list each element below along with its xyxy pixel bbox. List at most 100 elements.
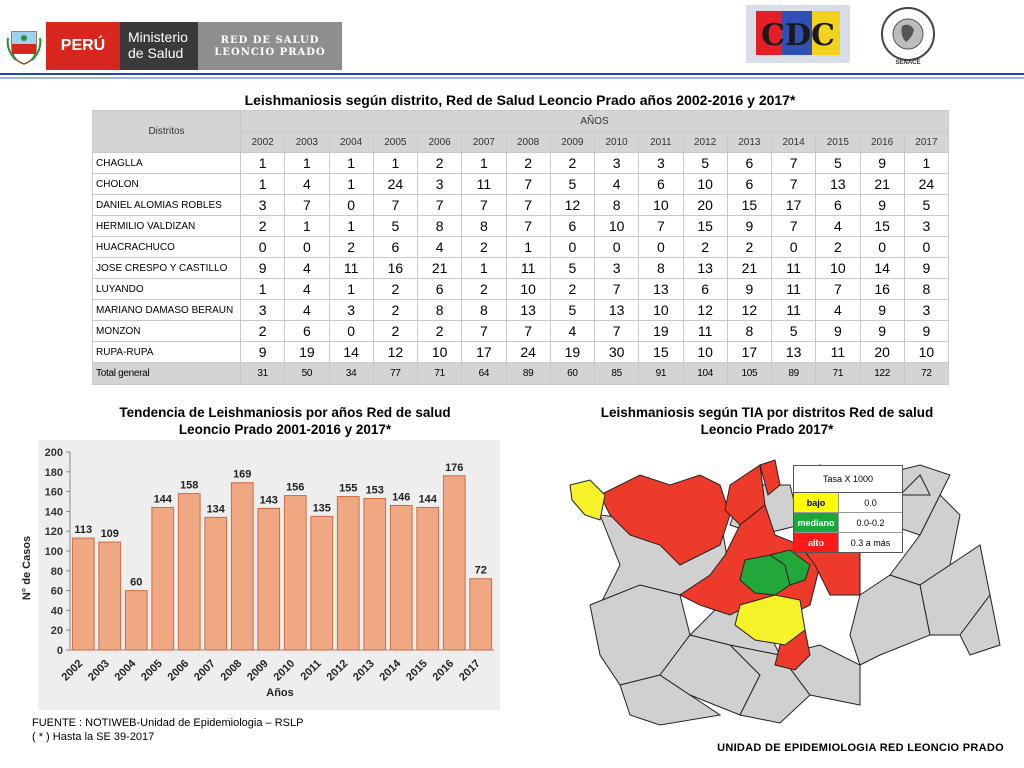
case-count-cell: 11 — [505, 257, 551, 279]
case-count-cell: 8 — [593, 194, 640, 216]
total-cell: 60 — [549, 362, 596, 385]
case-count-cell: 21 — [416, 257, 463, 279]
case-count-cell: 2 — [461, 236, 507, 258]
case-count-cell: 11 — [770, 278, 817, 300]
case-count-cell: 15 — [859, 215, 905, 237]
source-note: FUENTE : NOTIWEB-Unidad de Epidemiologia… — [32, 717, 304, 743]
year-header: 2008 — [505, 131, 551, 153]
case-count-cell: 0 — [770, 236, 817, 258]
case-count-cell: 2 — [726, 236, 773, 258]
total-cell: 89 — [505, 362, 551, 385]
case-count-cell: 30 — [593, 341, 640, 363]
case-count-cell: 24 — [372, 173, 419, 195]
y-tick-label: 160 — [45, 487, 63, 499]
data-label: 134 — [207, 503, 226, 515]
table-row: CHAGLLA 1 1 1 1 2 1 2 2 3 3 5 6 7 5 9 1 — [92, 152, 950, 174]
district-name: CHAGLLA — [92, 152, 241, 174]
case-count-cell: 5 — [549, 299, 596, 321]
case-count-cell: 10 — [416, 341, 463, 363]
total-label: Total general — [92, 362, 241, 385]
year-header: 2002 — [239, 131, 286, 153]
case-count-cell: 24 — [903, 173, 950, 195]
case-count-cell: 11 — [682, 320, 728, 342]
case-count-cell: 16 — [372, 257, 419, 279]
case-count-cell: 2 — [815, 236, 861, 258]
case-count-cell: 8 — [638, 257, 684, 279]
case-count-cell: 4 — [815, 299, 861, 321]
total-cell: 85 — [593, 362, 640, 385]
data-label: 144 — [154, 493, 173, 505]
header-years: AÑOS — [239, 110, 950, 132]
case-count-cell: 4 — [416, 236, 463, 258]
case-count-cell: 10 — [638, 299, 684, 321]
year-header: 2003 — [284, 131, 330, 153]
case-count-cell: 20 — [859, 341, 905, 363]
case-count-cell: 9 — [859, 320, 905, 342]
case-count-cell: 3 — [903, 299, 950, 321]
case-count-cell: 7 — [770, 173, 817, 195]
district-name: CHOLON — [92, 173, 241, 195]
case-count-cell: 9 — [859, 299, 905, 321]
case-count-cell: 3 — [903, 215, 950, 237]
case-count-cell: 17 — [770, 194, 817, 216]
year-header: 2017 — [903, 131, 950, 153]
y-tick-label: 180 — [45, 467, 63, 479]
case-count-cell: 15 — [726, 194, 773, 216]
case-count-cell: 5 — [372, 215, 419, 237]
bar — [177, 493, 201, 651]
legend-range: 0.3 a más — [850, 537, 891, 548]
case-count-cell: 5 — [815, 152, 861, 174]
data-label: 60 — [130, 577, 142, 589]
year-header: 2010 — [593, 131, 640, 153]
case-count-cell: 10 — [682, 173, 728, 195]
case-count-cell: 1 — [328, 215, 374, 237]
total-cell: 122 — [859, 362, 905, 385]
data-label: 146 — [392, 491, 410, 503]
case-count-cell: 1 — [239, 173, 286, 195]
bar-chart: N° de Casos Años 0 20 40 60 80 100 120 140 160 18… — [21, 440, 500, 710]
case-count-cell: 12 — [726, 299, 773, 321]
total-cell: 77 — [372, 362, 419, 385]
total-cell: 104 — [682, 362, 728, 385]
case-count-cell: 19 — [638, 320, 684, 342]
case-count-cell: 20 — [682, 194, 728, 216]
case-count-cell: 0 — [328, 194, 374, 216]
case-count-cell: 10 — [815, 257, 861, 279]
header-rule-light — [0, 77, 1024, 79]
case-count-cell: 10 — [505, 278, 551, 300]
case-count-cell: 1 — [239, 278, 286, 300]
case-count-cell: 6 — [416, 278, 463, 300]
case-count-cell: 6 — [549, 215, 596, 237]
cdc-logo-text: CDC — [761, 18, 835, 53]
map-region-gray — [959, 593, 1001, 656]
bar — [257, 507, 281, 651]
table-row: CHOLON 1 4 1 24 3 11 7 5 4 6 10 6 7 13 21 24 — [92, 173, 950, 195]
table-row: MONZON 2 6 0 2 2 7 7 4 7 19 11 8 5 9 9 9 — [92, 320, 950, 342]
case-count-cell: 11 — [328, 257, 374, 279]
district-name: LUYANDO — [92, 278, 241, 300]
bar — [336, 496, 360, 651]
y-tick-label: 100 — [45, 546, 63, 558]
year-header: 2012 — [682, 131, 728, 153]
y-tick-label: 140 — [45, 506, 63, 518]
data-label: 135 — [313, 502, 331, 514]
year-header: 2005 — [372, 131, 419, 153]
case-count-cell: 6 — [682, 278, 728, 300]
total-cell: 91 — [638, 362, 684, 385]
case-count-cell: 16 — [859, 278, 905, 300]
bar — [469, 578, 493, 651]
case-count-cell: 4 — [815, 215, 861, 237]
case-count-cell: 21 — [726, 257, 773, 279]
case-count-cell: 2 — [416, 152, 463, 174]
bar — [416, 506, 440, 651]
case-count-cell: 1 — [461, 257, 507, 279]
data-label: 155 — [339, 483, 357, 495]
bar — [204, 516, 228, 651]
case-count-cell: 3 — [638, 152, 684, 174]
district-name: HUACRACHUCO — [92, 236, 241, 258]
case-count-cell: 8 — [726, 320, 773, 342]
total-cell: 64 — [461, 362, 507, 385]
case-count-cell: 1 — [328, 173, 374, 195]
case-count-cell: 1 — [284, 152, 330, 174]
case-count-cell: 14 — [859, 257, 905, 279]
